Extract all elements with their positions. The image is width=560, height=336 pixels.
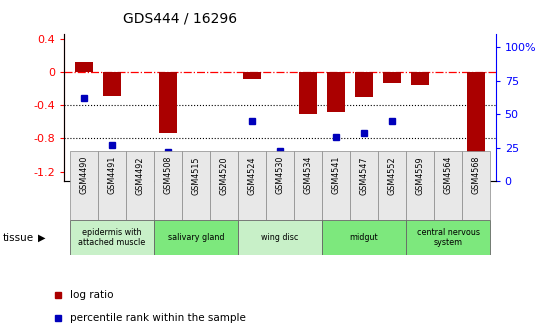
Bar	[238, 220, 322, 255]
Text: GSM4490: GSM4490	[80, 156, 88, 195]
Bar	[210, 151, 238, 220]
Text: log ratio: log ratio	[71, 290, 114, 300]
Bar	[70, 151, 98, 220]
Text: GSM4547: GSM4547	[360, 156, 368, 195]
Text: GSM4492: GSM4492	[136, 156, 144, 195]
Bar	[462, 151, 490, 220]
Bar	[322, 220, 406, 255]
Text: tissue: tissue	[3, 233, 34, 243]
Text: GSM4515: GSM4515	[192, 156, 200, 195]
Text: central nervous
system: central nervous system	[417, 228, 479, 247]
Text: ▶: ▶	[38, 233, 45, 243]
Text: GSM4520: GSM4520	[220, 156, 228, 195]
Bar	[154, 151, 182, 220]
Text: percentile rank within the sample: percentile rank within the sample	[71, 312, 246, 323]
Bar	[322, 151, 350, 220]
Text: GSM4524: GSM4524	[248, 156, 256, 195]
Bar	[159, 73, 177, 133]
Bar	[70, 220, 154, 255]
Bar	[378, 151, 406, 220]
Text: epidermis with
attached muscle: epidermis with attached muscle	[78, 228, 146, 247]
Bar	[350, 151, 378, 220]
Text: GSM4568: GSM4568	[472, 156, 480, 195]
Bar	[154, 220, 238, 255]
Bar	[434, 151, 462, 220]
Text: GSM4530: GSM4530	[276, 156, 284, 195]
Text: GSM4541: GSM4541	[332, 156, 340, 195]
Bar	[126, 151, 154, 220]
Bar	[98, 151, 126, 220]
Text: GSM4508: GSM4508	[164, 156, 172, 195]
Text: wing disc: wing disc	[262, 233, 298, 242]
Bar	[406, 151, 434, 220]
Bar	[238, 151, 266, 220]
Bar	[103, 73, 121, 95]
Bar	[406, 220, 490, 255]
Text: salivary gland: salivary gland	[168, 233, 224, 242]
Bar	[355, 73, 373, 97]
Text: midgut: midgut	[349, 233, 379, 242]
Text: GSM4491: GSM4491	[108, 156, 116, 195]
Text: GDS444 / 16296: GDS444 / 16296	[123, 12, 237, 26]
Bar	[294, 151, 322, 220]
Text: GSM4552: GSM4552	[388, 156, 396, 195]
Text: GSM4534: GSM4534	[304, 156, 312, 195]
Bar	[243, 73, 261, 79]
Bar	[182, 151, 210, 220]
Bar	[411, 73, 429, 85]
Text: GSM4564: GSM4564	[444, 156, 452, 195]
Bar	[75, 62, 93, 73]
Bar	[467, 73, 485, 178]
Bar	[383, 73, 401, 83]
Bar	[266, 151, 294, 220]
Bar	[327, 73, 345, 112]
Text: GSM4559: GSM4559	[416, 156, 424, 195]
Bar	[299, 73, 317, 114]
